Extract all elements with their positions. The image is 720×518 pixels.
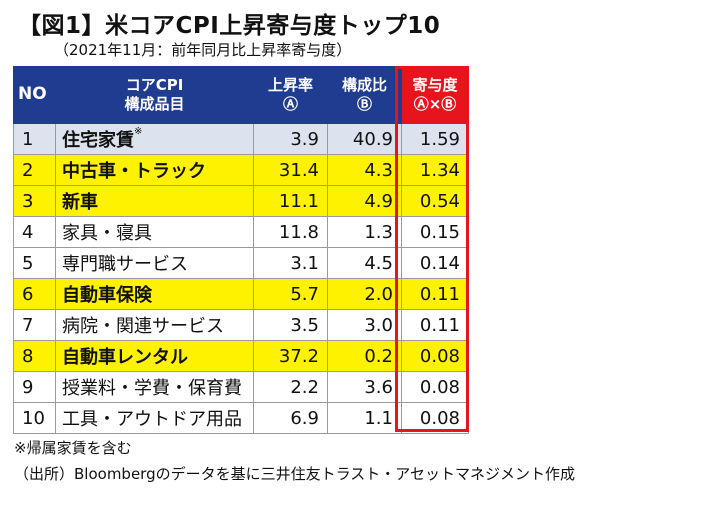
row-composition: 1.3 (327, 216, 402, 248)
table-row: 1 住宅家賃※ 3.9 40.9 1.59 (13, 123, 469, 155)
row-contribution: 0.15 (401, 216, 469, 248)
row-item-name: 工具・アウトドア用品 (55, 402, 254, 434)
row-rate: 6.9 (253, 402, 328, 434)
header-rate: 上昇率 Ⓐ (253, 66, 328, 124)
row-item-footnote-mark: ※ (134, 126, 143, 137)
row-contribution: 0.11 (401, 309, 469, 341)
header-rate-line2: Ⓐ (282, 95, 298, 113)
header-item-line2: 構成品目 (124, 95, 185, 113)
page-title: 【図1】米コアCPI上昇寄与度トップ10 (18, 13, 441, 39)
row-contribution: 0.14 (401, 247, 469, 279)
header-contribution: 寄与度 Ⓐ×Ⓑ (401, 66, 469, 124)
row-item-name: 新車 (55, 185, 254, 217)
row-item-name: 授業料・学費・保育費 (55, 371, 254, 403)
header-composition-line1: 構成比 (341, 76, 387, 95)
row-no: 7 (13, 309, 56, 341)
table-row: 6 自動車保険 5.7 2.0 0.11 (13, 278, 469, 310)
row-composition: 40.9 (327, 123, 402, 155)
row-item-name: 専門職サービス (55, 247, 254, 279)
row-rate: 3.5 (253, 309, 328, 341)
row-rate: 3.1 (253, 247, 328, 279)
row-contribution: 1.59 (401, 123, 469, 155)
row-item-name: 自動車レンタル (55, 340, 254, 372)
row-composition: 3.0 (327, 309, 402, 341)
row-composition: 1.1 (327, 402, 402, 434)
table-header-row: NO コアCPI 構成品目 上昇率 Ⓐ 構成比 Ⓑ 寄与度 Ⓐ×Ⓑ (13, 66, 469, 124)
row-no: 1 (13, 123, 56, 155)
row-contribution: 0.54 (401, 185, 469, 217)
row-no: 4 (13, 216, 56, 248)
row-contribution: 0.08 (401, 340, 469, 372)
footnote: ※帰属家賃を含む (14, 439, 132, 457)
row-rate: 11.8 (253, 216, 328, 248)
row-composition: 0.2 (327, 340, 402, 372)
row-rate: 3.9 (253, 123, 328, 155)
row-contribution: 0.11 (401, 278, 469, 310)
row-composition: 4.9 (327, 185, 402, 217)
table-row: 4 家具・寝具 11.8 1.3 0.15 (13, 216, 469, 248)
row-composition: 2.0 (327, 278, 402, 310)
row-composition: 3.6 (327, 371, 402, 403)
table-row: 8 自動車レンタル 37.2 0.2 0.08 (13, 340, 469, 372)
row-rate: 11.1 (253, 185, 328, 217)
row-contribution: 1.34 (401, 154, 469, 186)
header-item: コアCPI 構成品目 (55, 66, 254, 124)
row-item-name: 中古車・トラック (55, 154, 254, 186)
row-item-name: 家具・寝具 (55, 216, 254, 248)
row-no: 8 (13, 340, 56, 372)
header-item-line1: コアCPI (125, 76, 184, 95)
header-no: NO (13, 66, 56, 124)
row-item-name: 自動車保険 (55, 278, 254, 310)
source-note: （出所）Bloombergのデータを基に三井住友トラスト・アセットマネジメント作… (14, 465, 576, 483)
row-no: 9 (13, 371, 56, 403)
row-composition: 4.3 (327, 154, 402, 186)
row-composition: 4.5 (327, 247, 402, 279)
row-no: 3 (13, 185, 56, 217)
row-no: 6 (13, 278, 56, 310)
row-contribution: 0.08 (401, 402, 469, 434)
row-rate: 2.2 (253, 371, 328, 403)
row-rate: 37.2 (253, 340, 328, 372)
row-no: 5 (13, 247, 56, 279)
table-row: 5 専門職サービス 3.1 4.5 0.14 (13, 247, 469, 279)
row-contribution: 0.08 (401, 371, 469, 403)
row-no: 2 (13, 154, 56, 186)
table-row: 10 工具・アウトドア用品 6.9 1.1 0.08 (13, 402, 469, 434)
row-rate: 31.4 (253, 154, 328, 186)
header-rate-line1: 上昇率 (267, 76, 313, 95)
header-composition-line2: Ⓑ (356, 95, 372, 113)
table-row: 3 新車 11.1 4.9 0.54 (13, 185, 469, 217)
row-item: 住宅家賃※ (55, 123, 254, 155)
page-subtitle: （2021年11月：前年同月比上昇率寄与度） (54, 41, 352, 59)
table-row: 2 中古車・トラック 31.4 4.3 1.34 (13, 154, 469, 186)
row-item-name: 住宅家賃 (62, 130, 134, 151)
row-no: 10 (13, 402, 56, 434)
table-row: 9 授業料・学費・保育費 2.2 3.6 0.08 (13, 371, 469, 403)
row-item-name: 病院・関連サービス (55, 309, 254, 341)
header-contribution-line2: Ⓐ×Ⓑ (413, 95, 457, 113)
row-rate: 5.7 (253, 278, 328, 310)
header-contribution-line1: 寄与度 (412, 76, 458, 95)
header-composition: 構成比 Ⓑ (327, 66, 402, 124)
table-row: 7 病院・関連サービス 3.5 3.0 0.11 (13, 309, 469, 341)
cpi-contribution-table: NO コアCPI 構成品目 上昇率 Ⓐ 構成比 Ⓑ 寄与度 Ⓐ×Ⓑ 1 住宅家賃… (13, 66, 469, 434)
